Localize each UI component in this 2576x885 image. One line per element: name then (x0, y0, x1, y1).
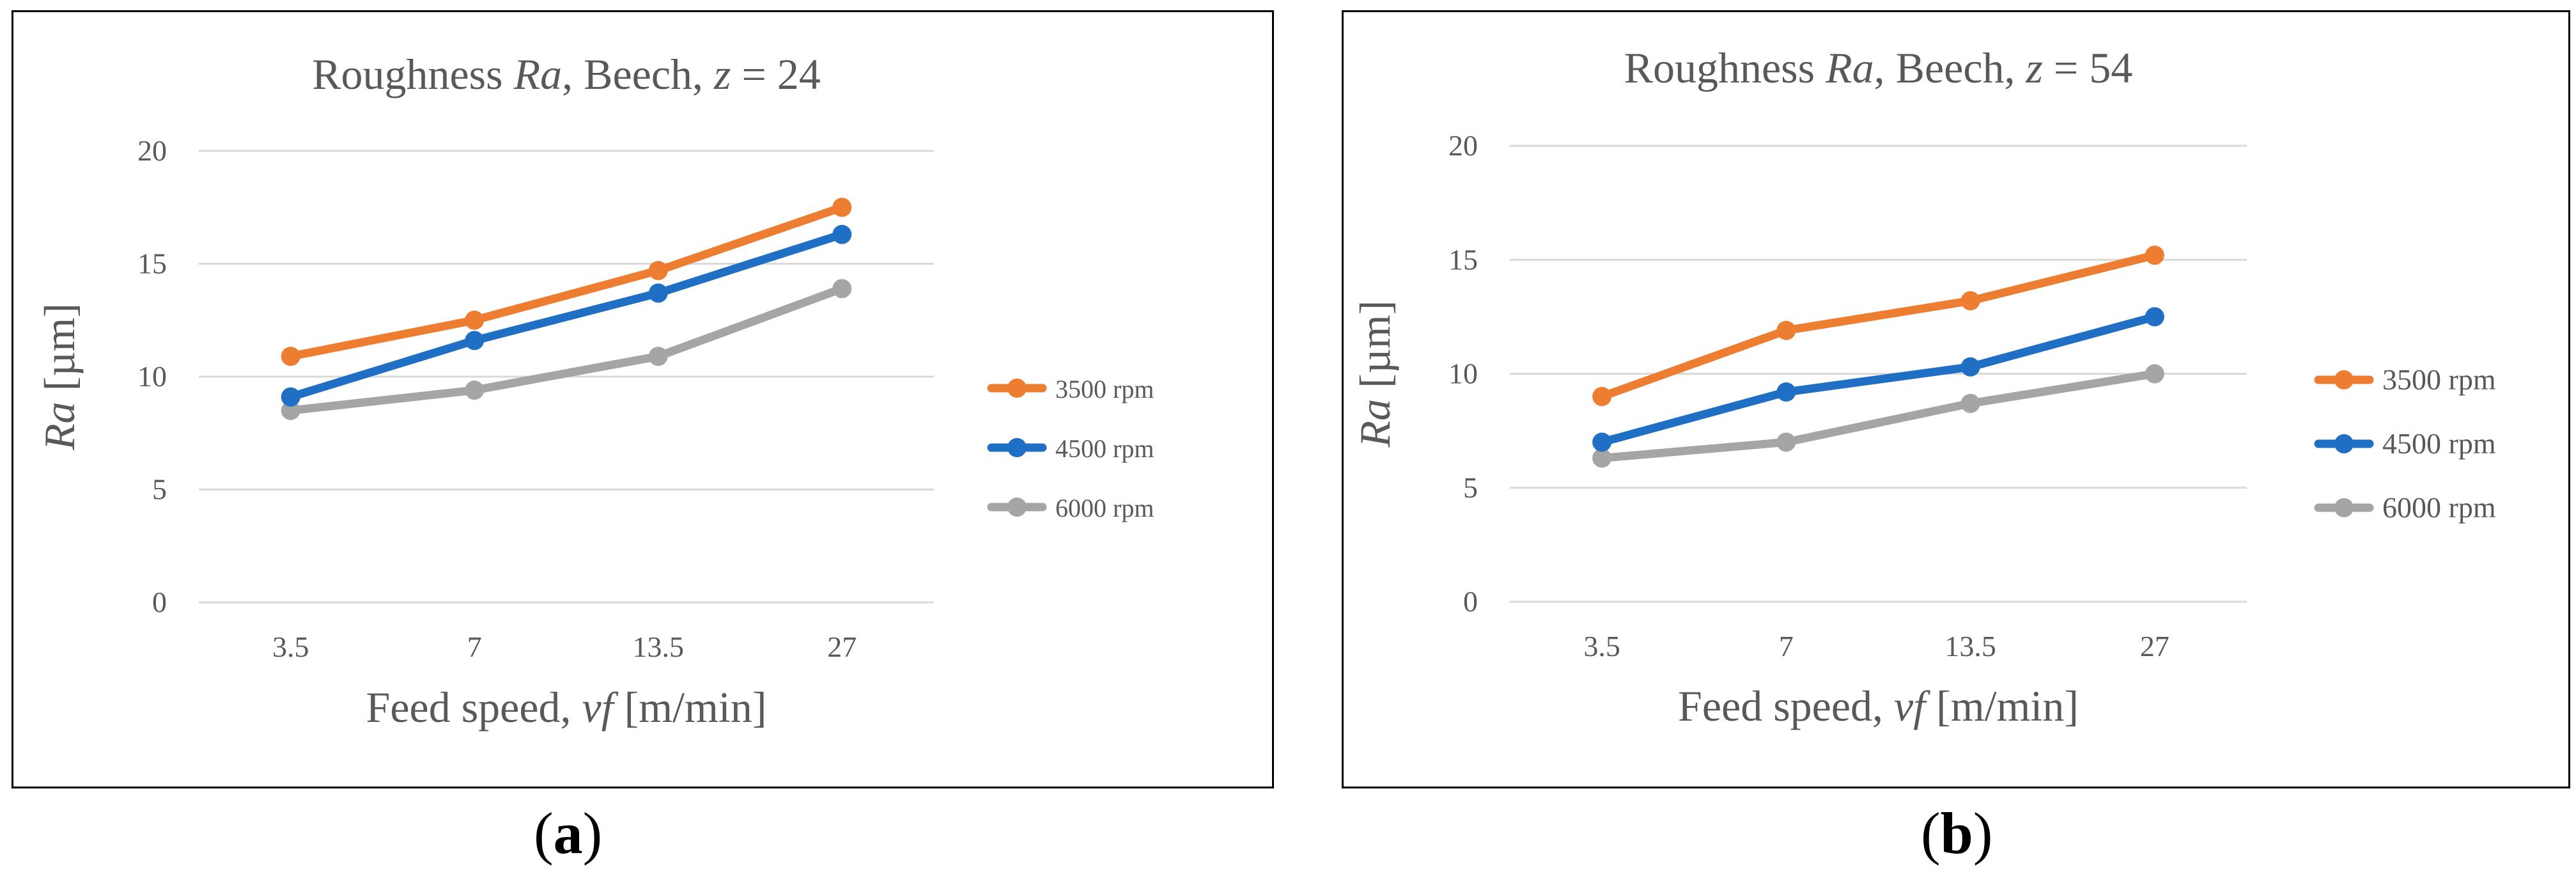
series-line (286, 203, 846, 361)
x-tick-label: 3.5 (1583, 630, 1620, 662)
data-point (281, 400, 300, 420)
caption-b: (b) (1921, 801, 1993, 866)
x-tick-label: 3.5 (272, 630, 309, 663)
data-point (1592, 432, 1612, 452)
legend-marker (1007, 379, 1027, 398)
y-tick-label: 10 (137, 360, 167, 393)
y-tick-label: 10 (1448, 357, 1478, 390)
x-axis-title: Feed speed, vf [m/min] (1678, 682, 2079, 730)
data-point (1960, 357, 1980, 377)
legend-label: 6000 rpm (1055, 494, 1154, 522)
data-point (648, 347, 668, 366)
data-point (1592, 387, 1612, 407)
legend-label: 6000 rpm (2382, 491, 2496, 524)
x-tick-label: 7 (467, 630, 482, 663)
y-axis-title: Ra [µm] (35, 303, 84, 451)
data-point (465, 331, 485, 350)
x-tick-label: 27 (827, 630, 857, 663)
x-tick-label: 7 (1779, 630, 1794, 662)
y-tick-label: 20 (1448, 129, 1478, 162)
legend-label: 4500 rpm (2382, 427, 2496, 460)
chart-panel-a: Roughness Ra, Beech, z = 24 0 5 10 15 20 3.5 7 1… (12, 10, 1274, 788)
data-point (1960, 393, 1980, 413)
series-line (286, 284, 846, 415)
series-line (1597, 312, 2159, 446)
legend-marker (2334, 498, 2354, 517)
caption-a-letter: a (553, 801, 583, 866)
data-point (648, 283, 668, 303)
data-point (1776, 320, 1796, 340)
x-tick-label: 13.5 (1944, 630, 1996, 662)
x-axis-title: Feed speed, vf [m/min] (366, 683, 767, 732)
data-point (465, 380, 485, 400)
data-point (832, 279, 852, 299)
legend-marker (1007, 497, 1027, 517)
y-tick-label: 20 (137, 134, 167, 167)
y-tick-label: 0 (1463, 585, 1478, 618)
data-point (1776, 432, 1796, 452)
data-point (465, 310, 485, 330)
data-point (832, 224, 852, 244)
data-point (281, 387, 300, 407)
data-point (832, 198, 852, 217)
y-tick-label: 5 (152, 473, 167, 506)
y-axis-title: Ra [µm] (1351, 301, 1399, 448)
y-tick-label: 5 (1463, 471, 1478, 504)
data-point (2145, 307, 2164, 327)
legend-label: 3500 rpm (2382, 363, 2496, 396)
chart-b-svg: Roughness Ra, Beech, z = 54 0 5 10 15 20 3.5 7 1… (1351, 43, 2496, 730)
data-point (648, 261, 668, 281)
data-point (1960, 291, 1980, 311)
chart-title: Roughness Ra, Beech, z = 54 (1624, 43, 2133, 92)
y-tick-label: 15 (137, 247, 167, 280)
x-tick-label: 27 (2140, 630, 2169, 662)
legend-marker (2334, 370, 2354, 389)
data-point (2145, 364, 2164, 384)
series-line (286, 230, 846, 402)
y-tick-label: 15 (1448, 243, 1478, 276)
legend-label: 4500 rpm (1055, 434, 1154, 463)
caption-b-letter: b (1940, 801, 1973, 866)
x-tick-label: 13.5 (633, 630, 685, 663)
data-point (1592, 448, 1612, 468)
y-tick-label: 0 (152, 586, 167, 618)
legend-marker (1007, 438, 1027, 457)
series-line (1597, 251, 2159, 401)
legend-marker (2334, 434, 2354, 453)
series-line (1597, 370, 2159, 462)
data-point (281, 347, 300, 366)
data-point (2145, 246, 2164, 265)
caption-a: (a) (534, 801, 603, 866)
chart-panel-b: Roughness Ra, Beech, z = 54 0 5 10 15 20 3.5 7 1… (1342, 10, 2570, 788)
legend-label: 3500 rpm (1055, 375, 1154, 403)
chart-title: Roughness Ra, Beech, z = 24 (312, 50, 821, 98)
chart-a-svg: Roughness Ra, Beech, z = 24 0 5 10 15 20 3.5 7 1… (35, 50, 1154, 732)
data-point (1776, 382, 1796, 402)
